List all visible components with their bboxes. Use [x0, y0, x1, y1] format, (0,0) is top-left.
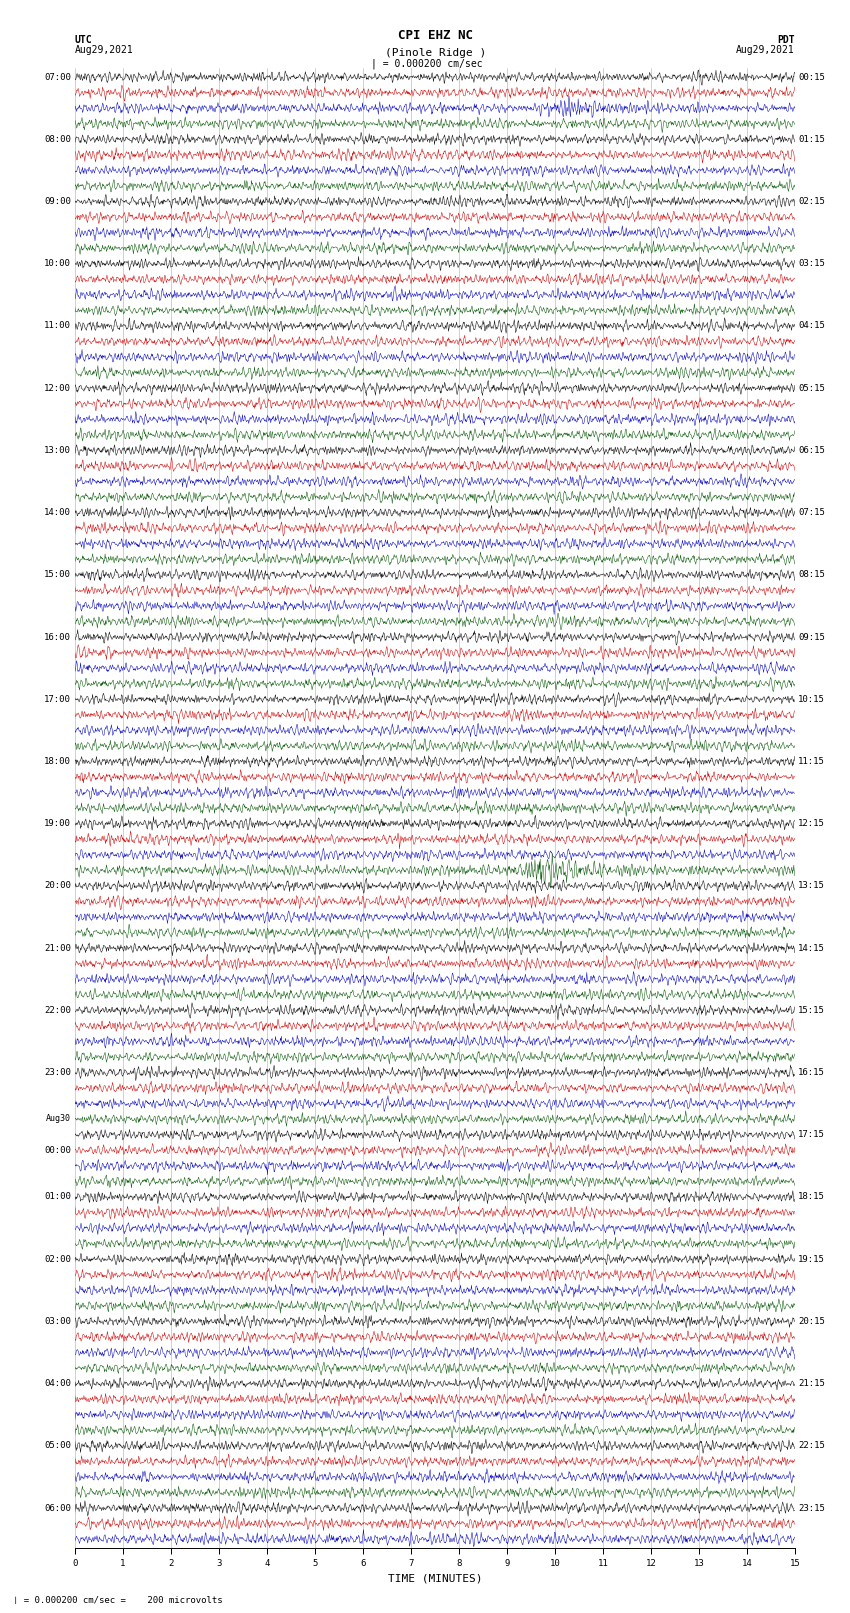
Text: 17:00: 17:00 [44, 695, 71, 703]
Text: PDT: PDT [777, 35, 795, 45]
Text: 03:15: 03:15 [798, 260, 825, 268]
Text: 15:00: 15:00 [44, 571, 71, 579]
Text: UTC: UTC [75, 35, 93, 45]
Text: Aug29,2021: Aug29,2021 [736, 45, 795, 55]
Text: 07:15: 07:15 [798, 508, 825, 518]
Text: 15:15: 15:15 [798, 1007, 825, 1015]
Text: 09:15: 09:15 [798, 632, 825, 642]
Text: Aug30: Aug30 [46, 1115, 71, 1123]
Text: CPI EHZ NC: CPI EHZ NC [398, 29, 473, 42]
Text: 02:00: 02:00 [44, 1255, 71, 1263]
Text: 17:15: 17:15 [798, 1131, 825, 1139]
Text: 08:15: 08:15 [798, 571, 825, 579]
Text: 22:15: 22:15 [798, 1442, 825, 1450]
Text: 08:00: 08:00 [44, 135, 71, 144]
Text: 16:00: 16:00 [44, 632, 71, 642]
Text: 14:15: 14:15 [798, 944, 825, 953]
Text: 21:15: 21:15 [798, 1379, 825, 1389]
Text: 11:00: 11:00 [44, 321, 71, 331]
Text: 18:00: 18:00 [44, 756, 71, 766]
Text: 04:15: 04:15 [798, 321, 825, 331]
Text: 20:15: 20:15 [798, 1316, 825, 1326]
Text: 07:00: 07:00 [44, 73, 71, 82]
Text: 13:15: 13:15 [798, 881, 825, 890]
Text: 00:15: 00:15 [798, 73, 825, 82]
Text: | = 0.000200 cm/sec: | = 0.000200 cm/sec [371, 58, 483, 69]
Text: (Pinole Ridge ): (Pinole Ridge ) [384, 48, 486, 58]
Text: 00:00: 00:00 [44, 1145, 71, 1155]
Text: Aug29,2021: Aug29,2021 [75, 45, 133, 55]
Text: 04:00: 04:00 [44, 1379, 71, 1389]
Text: 06:00: 06:00 [44, 1503, 71, 1513]
Text: 02:15: 02:15 [798, 197, 825, 206]
Text: 03:00: 03:00 [44, 1316, 71, 1326]
Text: 11:15: 11:15 [798, 756, 825, 766]
X-axis label: TIME (MINUTES): TIME (MINUTES) [388, 1573, 482, 1584]
Text: 16:15: 16:15 [798, 1068, 825, 1077]
Text: 09:00: 09:00 [44, 197, 71, 206]
Text: 13:00: 13:00 [44, 445, 71, 455]
Text: 19:15: 19:15 [798, 1255, 825, 1263]
Text: 20:00: 20:00 [44, 881, 71, 890]
Text: 01:00: 01:00 [44, 1192, 71, 1202]
Text: 14:00: 14:00 [44, 508, 71, 518]
Text: 23:00: 23:00 [44, 1068, 71, 1077]
Text: 22:00: 22:00 [44, 1007, 71, 1015]
Text: 19:00: 19:00 [44, 819, 71, 827]
Text: 21:00: 21:00 [44, 944, 71, 953]
Text: 05:15: 05:15 [798, 384, 825, 392]
Text: 05:00: 05:00 [44, 1442, 71, 1450]
Text: ❘ = 0.000200 cm/sec =    200 microvolts: ❘ = 0.000200 cm/sec = 200 microvolts [13, 1595, 223, 1605]
Text: 06:15: 06:15 [798, 445, 825, 455]
Text: 12:00: 12:00 [44, 384, 71, 392]
Text: 10:00: 10:00 [44, 260, 71, 268]
Text: 18:15: 18:15 [798, 1192, 825, 1202]
Text: 12:15: 12:15 [798, 819, 825, 827]
Text: 23:15: 23:15 [798, 1503, 825, 1513]
Text: 10:15: 10:15 [798, 695, 825, 703]
Text: 01:15: 01:15 [798, 135, 825, 144]
